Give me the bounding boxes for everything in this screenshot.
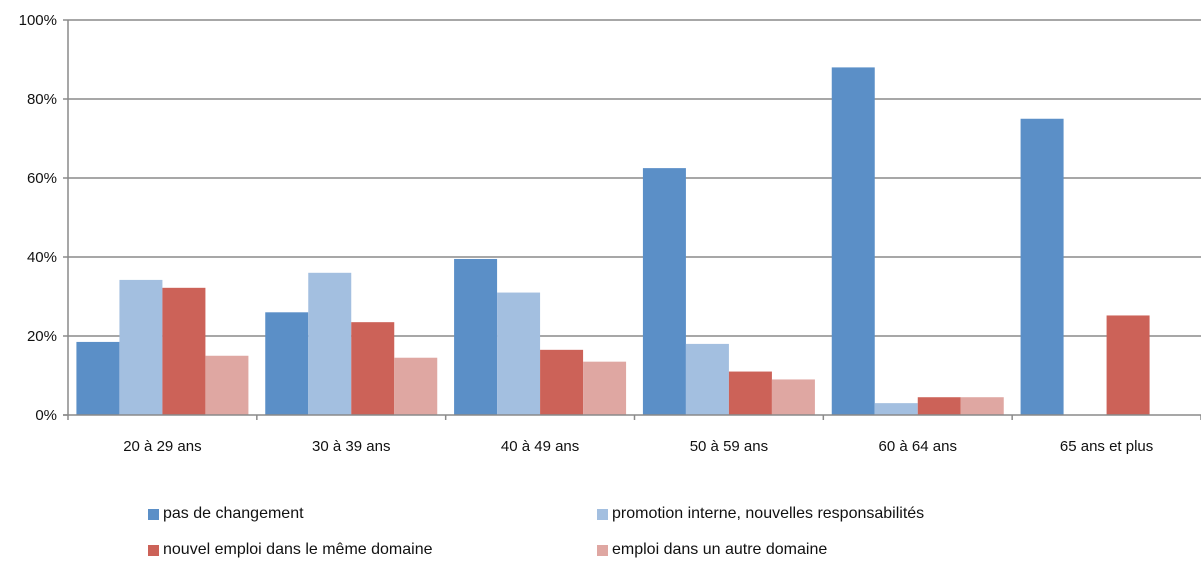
bar bbox=[771, 379, 815, 415]
bar bbox=[960, 397, 1004, 415]
y-tick-labels: 0% 20% 40% 60% 80% 100% bbox=[19, 12, 57, 424]
x-tick-label: 65 ans et plus bbox=[1060, 438, 1153, 455]
bar bbox=[162, 287, 206, 415]
y-tick-label: 20% bbox=[27, 328, 57, 345]
x-tick-label: 40 à 49 ans bbox=[501, 438, 579, 455]
bar bbox=[1106, 315, 1150, 415]
bar bbox=[917, 397, 961, 415]
axes bbox=[63, 19, 1201, 420]
bar bbox=[583, 361, 627, 415]
x-tick-label: 60 à 64 ans bbox=[879, 438, 957, 455]
bar bbox=[540, 349, 584, 415]
bar bbox=[1020, 118, 1064, 415]
bar bbox=[394, 357, 438, 415]
y-tick-label: 80% bbox=[27, 91, 57, 108]
bar bbox=[642, 168, 686, 415]
x-tick-labels: 20 à 29 ans 30 à 39 ans 40 à 49 ans 50 à 59… bbox=[123, 438, 1153, 455]
gridlines bbox=[68, 19, 1201, 337]
x-tick-label: 20 à 29 ans bbox=[123, 438, 201, 455]
bar bbox=[119, 279, 163, 415]
x-tick-label: 30 à 39 ans bbox=[312, 438, 390, 455]
y-tick-label: 0% bbox=[35, 407, 57, 424]
y-tick-label: 100% bbox=[19, 12, 57, 29]
bar bbox=[454, 258, 498, 415]
bar bbox=[308, 272, 352, 415]
y-tick-label: 60% bbox=[27, 170, 57, 187]
bar bbox=[874, 403, 918, 415]
bar bbox=[265, 312, 309, 415]
bar bbox=[76, 341, 120, 415]
bar bbox=[205, 355, 249, 415]
bar bbox=[497, 292, 541, 415]
y-tick-label: 40% bbox=[27, 249, 57, 266]
x-tick-label: 50 à 59 ans bbox=[690, 438, 768, 455]
bar bbox=[351, 322, 395, 415]
bar bbox=[728, 371, 772, 415]
bars bbox=[76, 67, 1150, 416]
bar bbox=[831, 67, 875, 416]
bar bbox=[685, 343, 729, 415]
